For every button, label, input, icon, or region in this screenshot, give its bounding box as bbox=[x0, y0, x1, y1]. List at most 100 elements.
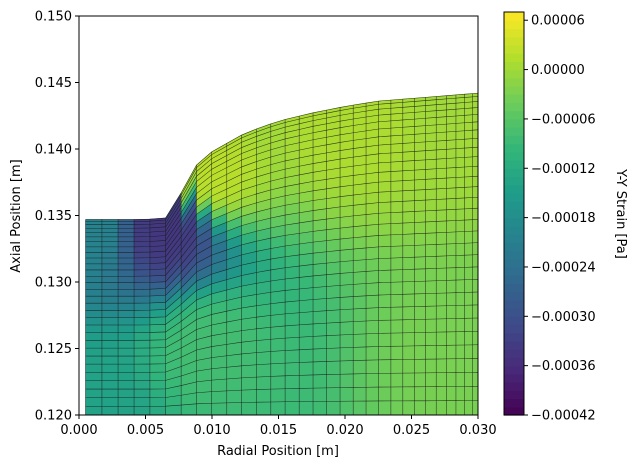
mesh-cell bbox=[284, 288, 300, 303]
mesh-cell bbox=[339, 226, 354, 240]
colorbar-band bbox=[504, 201, 524, 210]
mesh-cell bbox=[390, 306, 404, 321]
mesh-cell bbox=[352, 295, 367, 310]
mesh-cell bbox=[312, 361, 327, 376]
mesh-cell bbox=[180, 403, 197, 415]
mesh-cell bbox=[402, 179, 415, 192]
mesh-cell bbox=[425, 280, 437, 294]
mesh-cell bbox=[326, 360, 341, 375]
mesh-cell bbox=[402, 319, 415, 334]
colorbar-band bbox=[504, 406, 524, 416]
mesh-cell bbox=[339, 260, 354, 274]
mesh-line-axial bbox=[85, 400, 478, 407]
mesh-cell bbox=[352, 346, 367, 361]
mesh-cell bbox=[464, 400, 473, 415]
mesh-line-axial bbox=[85, 207, 478, 290]
mesh-cell bbox=[435, 243, 447, 257]
mesh-cell bbox=[464, 279, 473, 293]
mesh-cell bbox=[326, 227, 341, 241]
mesh-cell bbox=[241, 364, 257, 379]
mesh-cell bbox=[339, 308, 354, 323]
mesh-cell bbox=[256, 401, 272, 415]
mesh-cell bbox=[455, 115, 466, 124]
mesh-cell bbox=[117, 405, 135, 415]
mesh-line-axial bbox=[85, 96, 478, 222]
mesh-cell bbox=[378, 135, 392, 146]
mesh-cell bbox=[211, 390, 228, 404]
mesh-line-axial bbox=[85, 92, 478, 220]
mesh-cell bbox=[352, 183, 367, 196]
mesh-cell bbox=[117, 388, 135, 398]
mesh-cell bbox=[117, 289, 135, 297]
mesh-cell bbox=[378, 246, 392, 259]
mesh-cell bbox=[455, 358, 466, 373]
mesh-cell bbox=[435, 116, 447, 126]
mesh-cell bbox=[390, 143, 404, 154]
mesh-cell bbox=[402, 151, 415, 162]
mesh-cell bbox=[149, 339, 166, 349]
mesh-cell bbox=[446, 400, 457, 415]
mesh-cell bbox=[378, 127, 392, 138]
mesh-cell bbox=[402, 169, 415, 181]
mesh-cell bbox=[402, 386, 415, 402]
mesh-cell bbox=[196, 379, 213, 394]
mesh-cell bbox=[425, 372, 437, 388]
mesh-cell bbox=[402, 118, 415, 128]
mesh-cell bbox=[339, 237, 354, 251]
mesh-cell bbox=[101, 363, 119, 373]
mesh-cell bbox=[425, 268, 437, 282]
mesh-cell bbox=[472, 304, 478, 319]
mesh-cell bbox=[365, 359, 379, 374]
mesh-cell bbox=[425, 124, 437, 134]
mesh-cell bbox=[435, 331, 447, 346]
mesh-cell bbox=[414, 221, 426, 235]
mesh-cell bbox=[117, 236, 135, 243]
colorbar-band bbox=[504, 86, 524, 95]
mesh-cell bbox=[85, 363, 103, 373]
colorbar-band bbox=[504, 299, 524, 309]
mesh-cell bbox=[414, 372, 426, 388]
mesh-cell bbox=[425, 305, 437, 320]
mesh-cell bbox=[365, 181, 379, 194]
mesh-cell bbox=[402, 345, 415, 360]
mesh-cell bbox=[365, 307, 379, 322]
mesh-cell bbox=[472, 137, 478, 148]
mesh-cell bbox=[446, 187, 457, 200]
mesh-cell bbox=[455, 292, 466, 306]
mesh-cell bbox=[414, 268, 426, 282]
colorbar-tick-label: −0.00018 bbox=[531, 211, 596, 226]
mesh-cell bbox=[326, 334, 341, 349]
mesh-cell bbox=[472, 146, 478, 158]
mesh-cell bbox=[425, 400, 437, 415]
mesh-cell bbox=[455, 304, 466, 319]
mesh-cell bbox=[149, 380, 166, 390]
mesh-cell bbox=[241, 340, 257, 355]
mesh-line-axial bbox=[85, 331, 478, 365]
mesh-line-axial bbox=[85, 156, 478, 259]
mesh-cell bbox=[472, 101, 478, 109]
mesh-cell bbox=[472, 107, 478, 116]
mesh-cell bbox=[464, 304, 473, 319]
mesh-cell bbox=[326, 285, 341, 299]
mesh-cell bbox=[117, 224, 135, 229]
mesh-cell bbox=[378, 171, 392, 183]
mesh-cell bbox=[402, 233, 415, 247]
colorbar-band bbox=[504, 44, 524, 54]
mesh-cell bbox=[365, 270, 379, 284]
mesh-cell bbox=[85, 232, 103, 238]
mesh-cell bbox=[352, 373, 367, 388]
mesh-cell bbox=[117, 269, 135, 277]
mesh-cell bbox=[117, 339, 135, 349]
mesh-cell bbox=[435, 345, 447, 360]
mesh-cell bbox=[378, 269, 392, 283]
mesh-cell bbox=[326, 273, 341, 287]
mesh-cell bbox=[472, 196, 478, 209]
mesh-line-axial bbox=[85, 186, 478, 277]
mesh-cell bbox=[117, 227, 135, 233]
mesh-cell bbox=[85, 339, 103, 349]
mesh-cell bbox=[435, 123, 447, 134]
mesh-cell bbox=[352, 359, 367, 375]
mesh-cell bbox=[435, 148, 447, 160]
mesh-cell bbox=[270, 325, 286, 340]
mesh-cell bbox=[298, 299, 314, 314]
